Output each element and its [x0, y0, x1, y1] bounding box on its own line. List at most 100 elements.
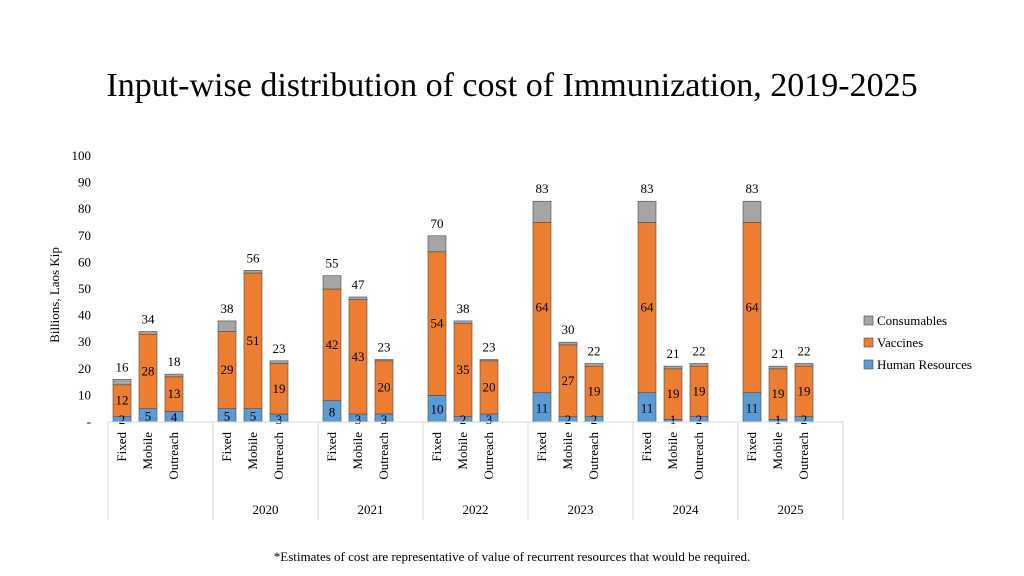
- category-label: Fixed: [534, 432, 549, 462]
- category-label: Outreach: [586, 432, 601, 480]
- human-resources-label: 1: [670, 412, 677, 427]
- total-label: 55: [326, 256, 339, 271]
- year-label: 2020: [253, 502, 279, 517]
- bar-segment-consumables: [768, 365, 788, 370]
- human-resources-label: 3: [381, 412, 388, 427]
- category-label: Mobile: [140, 432, 155, 470]
- vaccines-label: 64: [536, 300, 550, 315]
- bar-segment-consumables: [453, 320, 473, 324]
- category-label: Fixed: [639, 432, 654, 462]
- human-resources-label: 11: [641, 400, 654, 415]
- total-label: 22: [588, 343, 601, 358]
- human-resources-label: 1: [775, 412, 782, 427]
- category-label: Mobile: [560, 432, 575, 470]
- bar-segment-consumables: [138, 331, 158, 335]
- category-label: Mobile: [350, 432, 365, 470]
- year-label: 2024: [673, 502, 700, 517]
- year-label: 2023: [568, 502, 594, 517]
- y-tick-label: 60: [78, 254, 91, 269]
- bar-segment-consumables: [558, 341, 578, 346]
- legend-swatch-vaccines: [863, 337, 874, 348]
- category-label: Mobile: [665, 432, 680, 470]
- y-tick-label: 70: [78, 228, 91, 243]
- year-label: 2025: [778, 502, 804, 517]
- total-label: 83: [536, 181, 549, 196]
- bar-segment-consumables: [532, 200, 552, 223]
- vaccines-label: 19: [798, 383, 811, 398]
- bar-segment-consumables: [794, 363, 814, 367]
- category-label: Outreach: [481, 432, 496, 480]
- total-label: 38: [457, 301, 470, 316]
- footnote: *Estimates of cost are representative of…: [273, 549, 751, 564]
- bar-segment-consumables: [112, 379, 132, 386]
- y-tick-label: 30: [78, 334, 91, 349]
- total-label: 23: [483, 339, 496, 354]
- vaccines-label: 19: [588, 383, 601, 398]
- bar-segment-consumables: [164, 373, 184, 378]
- y-tick-label: 10: [78, 387, 91, 402]
- vaccines-label: 19: [273, 381, 286, 396]
- category-label: Mobile: [455, 432, 470, 470]
- vaccines-label: 19: [693, 383, 706, 398]
- category-label: Mobile: [770, 432, 785, 470]
- vaccines-label: 20: [378, 379, 391, 394]
- human-resources-label: 8: [329, 404, 336, 419]
- total-label: 21: [772, 346, 785, 361]
- human-resources-label: 2: [460, 412, 467, 427]
- human-resources-label: 5: [250, 408, 257, 423]
- vaccines-label: 12: [116, 393, 129, 408]
- total-label: 83: [746, 181, 759, 196]
- vaccines-label: 35: [457, 362, 470, 377]
- human-resources-label: 5: [224, 408, 231, 423]
- total-label: 83: [641, 181, 654, 196]
- total-label: 34: [142, 312, 156, 327]
- y-tick-label: 80: [78, 201, 91, 216]
- vaccines-label: 54: [431, 316, 445, 331]
- y-tick-label: 50: [78, 281, 91, 296]
- category-label: Fixed: [429, 432, 444, 462]
- bar-segment-consumables: [269, 360, 289, 364]
- total-label: 38: [221, 301, 234, 316]
- vaccines-label: 64: [641, 300, 655, 315]
- category-label: Mobile: [245, 432, 260, 470]
- total-label: 22: [798, 343, 811, 358]
- human-resources-label: 2: [591, 412, 598, 427]
- y-axis-title: Billions, Laos Kip: [47, 247, 62, 343]
- bars: 1612234285181343829556515231935542847433…: [112, 181, 814, 427]
- total-label: 21: [667, 346, 680, 361]
- human-resources-label: 2: [565, 412, 572, 427]
- year-label: 2022: [463, 502, 489, 517]
- total-label: 70: [431, 216, 444, 231]
- vaccines-label: 43: [352, 349, 365, 364]
- human-resources-label: 11: [746, 400, 759, 415]
- bar-segment-consumables: [322, 275, 342, 290]
- legend-label-consumables: Consumables: [877, 313, 947, 328]
- vaccines-label: 20: [483, 379, 496, 394]
- human-resources-label: 5: [145, 408, 152, 423]
- year-label: 2021: [358, 502, 384, 517]
- category-label: Fixed: [114, 432, 129, 462]
- total-label: 47: [352, 277, 366, 292]
- total-label: 22: [693, 343, 706, 358]
- category-label: Outreach: [691, 432, 706, 480]
- vaccines-label: 64: [746, 300, 760, 315]
- bar-segment-consumables: [217, 320, 237, 332]
- category-label: Fixed: [744, 432, 759, 462]
- total-label: 18: [168, 354, 181, 369]
- vaccines-label: 29: [221, 362, 234, 377]
- category-label: Outreach: [796, 432, 811, 480]
- vaccines-label: 19: [667, 386, 680, 401]
- total-label: 23: [378, 339, 391, 354]
- bar-segment-consumables: [689, 363, 709, 367]
- human-resources-label: 11: [536, 400, 549, 415]
- legend-swatch-human-resources: [863, 359, 874, 370]
- bar-segment-consumables: [427, 235, 447, 253]
- chart-title: Input-wise distribution of cost of Immun…: [106, 67, 918, 104]
- legend-label-vaccines: Vaccines: [877, 335, 923, 350]
- legend: Consumables Vaccines Human Resources: [863, 313, 972, 372]
- category-label: Outreach: [376, 432, 391, 480]
- vaccines-label: 42: [326, 337, 339, 352]
- human-resources-label: 10: [431, 402, 444, 417]
- total-label: 30: [562, 322, 575, 337]
- vaccines-label: 28: [142, 363, 155, 378]
